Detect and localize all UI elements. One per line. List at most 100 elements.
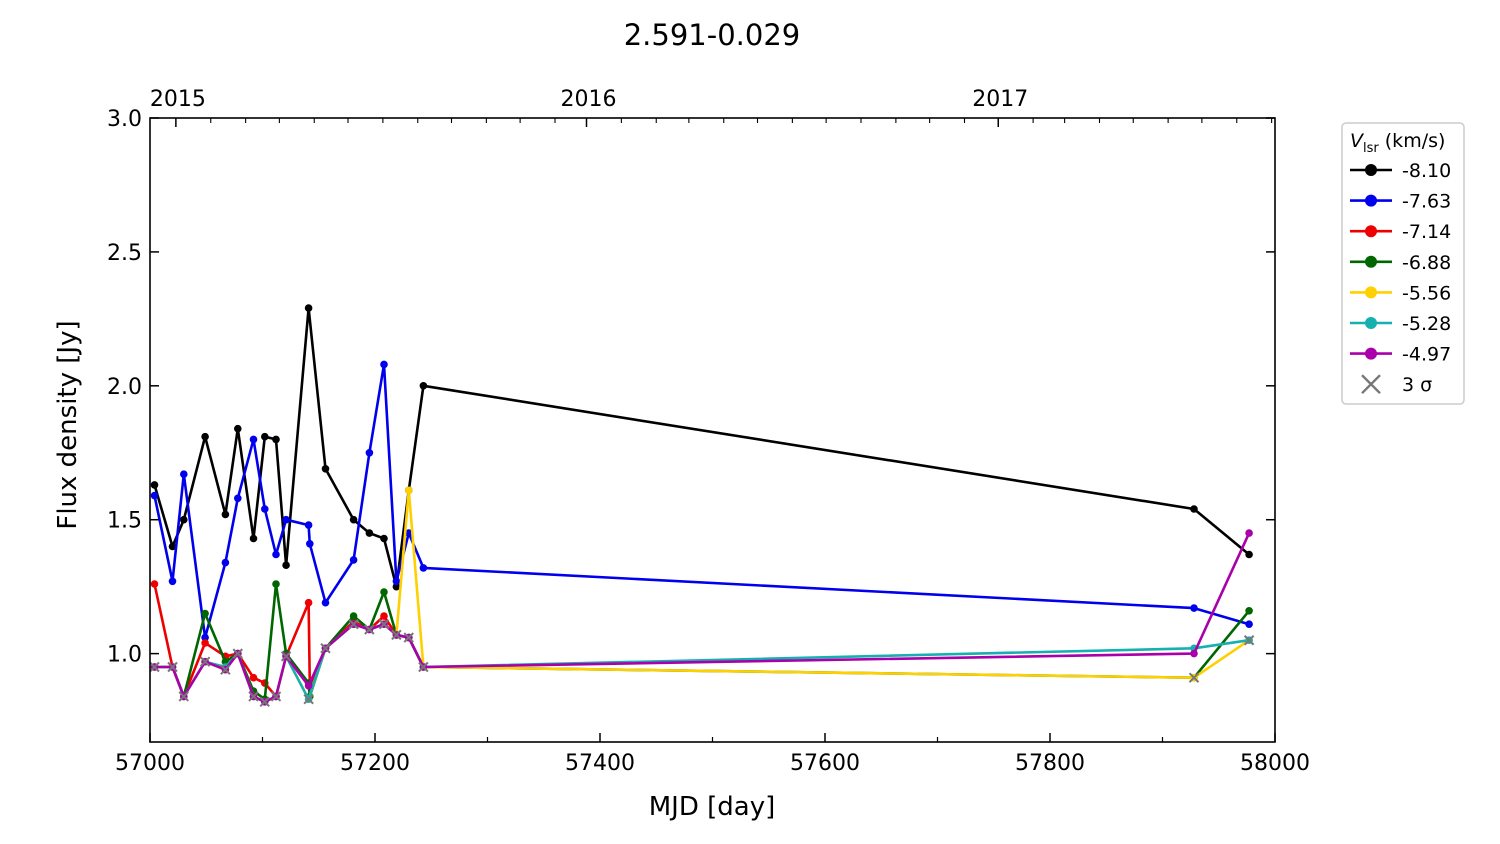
series--6.88-point — [380, 588, 388, 596]
sigma-marker — [199, 656, 211, 667]
sigma-marker-stroke — [220, 664, 231, 675]
series--7.63-point — [380, 360, 388, 369]
legend-title-rest: (km/s) — [1379, 130, 1446, 152]
legend-items: -8.10 -7.63 -7.14 -6.88 -5.56 -5.28 -4.97 3 σ — [1350, 160, 1451, 396]
legend-label: -7.14 — [1402, 221, 1451, 243]
sigma-marker — [391, 629, 402, 641]
sigma-marker-stroke — [418, 661, 429, 673]
sigma-marker-stroke — [232, 648, 243, 659]
sigma-marker — [1243, 635, 1255, 646]
x-axis-title: MJD [day] — [649, 792, 776, 822]
sigma-marker — [320, 643, 331, 654]
series--8.10-point — [380, 534, 388, 543]
series--8.10-point — [321, 465, 330, 473]
sigma-marker-stroke — [259, 696, 270, 708]
series--8.10-point — [168, 542, 177, 551]
x-tick-label: 57200 — [340, 751, 410, 776]
top-tick-label: 2017 — [972, 87, 1028, 112]
series--7.63-point — [168, 577, 177, 586]
series--7.63-point — [201, 633, 209, 642]
sigma-marker-stroke — [149, 661, 160, 673]
sigma-marker-stroke — [248, 691, 259, 702]
series--5.56-point — [405, 486, 413, 495]
legend-sigma-marker — [1361, 374, 1381, 395]
sigma-marker — [259, 696, 270, 708]
series--7.63-point — [1245, 620, 1253, 628]
legend-swatch-marker — [1365, 194, 1377, 207]
sigma-marker — [149, 661, 160, 673]
legend: Vlsr (km/s) -8.10 -7.63 -7.14 -6.88 -5.56 -5.… — [1341, 122, 1465, 405]
series--7.63-point — [261, 505, 269, 513]
y-tick-label: 2.0 — [107, 375, 142, 400]
legend-swatch-marker — [1365, 317, 1377, 329]
series--8.10-point — [272, 435, 280, 444]
series--8.10-point — [419, 382, 428, 390]
series--7.63-point — [282, 515, 290, 524]
legend-swatch-marker — [1365, 255, 1377, 268]
series--7.14-point — [249, 673, 258, 682]
top-year-axis: 2015 2016 2017 — [150, 87, 1273, 127]
series--8.10-point — [261, 432, 269, 441]
legend-title-sub: lsr — [1363, 141, 1379, 156]
legend-swatch-marker — [1365, 347, 1377, 360]
y-tick-label: 3.0 — [107, 107, 142, 132]
series--6.88-point — [349, 612, 358, 620]
series--8.10-point — [365, 529, 374, 537]
legend-swatch-marker — [1365, 225, 1377, 238]
y-axis-title: Flux density [Jy] — [53, 320, 83, 529]
y-tick-label: 2.5 — [107, 241, 142, 266]
series--8.10-point — [392, 582, 401, 591]
legend-swatch-marker — [1365, 286, 1377, 299]
x-tick-label: 57600 — [790, 751, 860, 776]
series--7.63-point — [221, 558, 230, 567]
sigma-marker — [270, 691, 282, 702]
sigma-marker-stroke — [270, 691, 282, 702]
series--7.63-point — [392, 577, 401, 586]
x-axis: 57000 57200 57400 57600 57800 58000 — [115, 733, 1310, 776]
series--7.14-point — [304, 598, 313, 607]
sigma-marker — [178, 691, 189, 702]
legend-sigma-label: 3 σ — [1402, 374, 1432, 396]
legend-label: -8.10 — [1402, 160, 1451, 182]
series--8.10-point — [150, 481, 159, 489]
sigma-marker-stroke — [364, 624, 375, 635]
series--7.63-point — [1190, 604, 1198, 612]
series--7.63-point — [272, 550, 280, 559]
series--8.10-point — [201, 432, 209, 441]
series--4.97-point — [1190, 649, 1198, 658]
series--7.63-point — [304, 521, 313, 529]
x-tick-label: 57000 — [115, 751, 185, 776]
sigma-marker — [348, 618, 359, 630]
series--8.10-point — [221, 510, 230, 519]
series--8.10-line — [153, 306, 1250, 588]
x-tick-label: 57400 — [565, 751, 635, 776]
chart-title: 2.591-0.029 — [624, 18, 801, 52]
sigma-marker — [280, 651, 292, 662]
legend-label: -4.97 — [1402, 344, 1451, 366]
top-tick-label: 2016 — [561, 87, 617, 112]
plot-area — [149, 304, 1255, 708]
series--8.10-point — [249, 534, 258, 543]
sigma-marker-stroke — [167, 661, 178, 673]
y-tick-label: 1.0 — [107, 643, 142, 668]
legend-label: -6.88 — [1402, 252, 1451, 274]
legend-swatch-marker — [1365, 164, 1377, 176]
series--8.10-point — [180, 515, 188, 524]
sigma-marker-stroke — [378, 618, 390, 630]
sigma-marker-stroke — [320, 643, 331, 654]
series--7.63-point — [306, 540, 314, 548]
sigma-marker-stroke — [348, 618, 359, 630]
x-tick-label: 58000 — [1240, 751, 1310, 776]
sigma-marker-stroke — [280, 651, 292, 662]
y-tick-label: 1.5 — [107, 509, 142, 534]
series--8.10-point — [1245, 550, 1253, 559]
sigma-marker-stroke — [1243, 635, 1255, 646]
legend-label: -7.63 — [1402, 191, 1451, 213]
sigma-marker — [248, 691, 259, 702]
sigma-marker — [418, 661, 429, 673]
series--8.10-point — [1190, 505, 1198, 513]
legend-box — [1341, 122, 1465, 405]
sigma-marker — [403, 632, 414, 643]
plot-frame — [149, 117, 1276, 743]
